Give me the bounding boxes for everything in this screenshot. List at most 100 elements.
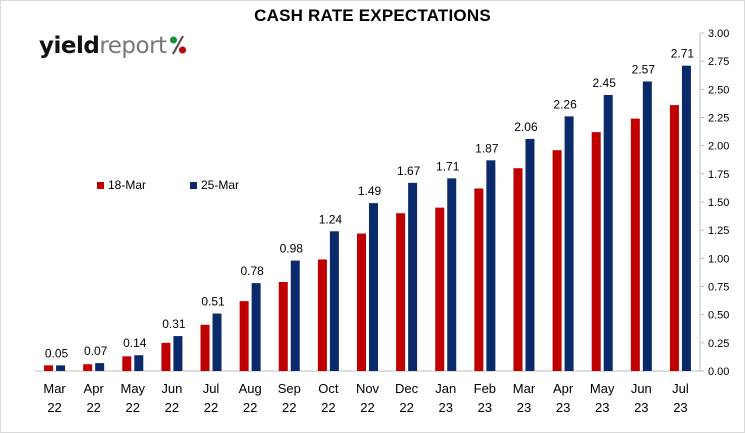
y-tick-label: 2.50 [708,84,729,96]
bar-25-Mar [251,283,261,371]
legend-label: 18-Mar [108,178,146,192]
bar-25-Mar [134,355,144,371]
bar-25-Mar [486,160,496,371]
x-tick-label: Aug [239,381,262,396]
data-label: 1.67 [397,164,421,178]
y-tick-label: 3.00 [708,28,729,40]
data-label: 2.06 [514,120,538,134]
bar-25-Mar [212,313,222,371]
legend-swatch-25-Mar [190,182,197,189]
x-tick-label-year: 23 [595,400,609,415]
x-tick-label: Feb [474,381,496,396]
x-tick-label: May [121,381,146,396]
y-tick-label: 0.25 [708,338,729,350]
bar-25-Mar [447,178,457,371]
bar-18-Mar [44,365,54,371]
bar-25-Mar [525,138,535,371]
bar-25-Mar [95,363,105,371]
bar-18-Mar [122,356,132,371]
bar-18-Mar [396,213,406,371]
x-tick-label: Nov [356,381,380,396]
x-tick-label-year: 23 [556,400,570,415]
bar-18-Mar [357,233,366,371]
y-tick-label: 0.75 [708,282,729,294]
data-label: 0.51 [201,295,225,309]
x-tick-label-year: 23 [673,400,687,415]
data-label: 2.45 [593,76,617,90]
data-label: 1.71 [436,159,460,173]
x-tick-label-year: 22 [204,400,218,415]
bar-25-Mar [56,365,66,371]
x-tick-label-year: 23 [478,400,492,415]
legend-swatch-18-Mar [97,182,104,189]
data-label: 2.71 [671,47,695,61]
data-label: 0.98 [280,242,304,256]
x-tick-label-year: 23 [439,400,453,415]
y-tick-label: 1.50 [708,197,729,209]
x-tick-label: May [590,381,615,396]
bar-18-Mar [83,364,93,371]
y-tick-label: 2.75 [708,56,729,68]
x-tick-label: Jun [161,381,182,396]
chart-title: CASH RATE EXPECTATIONS [254,6,491,25]
x-tick-label-year: 22 [399,400,413,415]
data-label: 2.57 [632,62,656,76]
y-tick-label: 2.00 [708,141,729,153]
bar-18-Mar [591,132,601,371]
yieldreport-logo: yieldreport [39,34,187,58]
bar-18-Mar [435,207,445,371]
x-tick-label-year: 22 [282,400,296,415]
bar-25-Mar [290,260,300,371]
x-tick-label: Oct [318,381,339,396]
x-tick-label: Jun [631,381,652,396]
x-tick-label-year: 22 [360,400,374,415]
bar-18-Mar [317,259,327,371]
data-label: 0.14 [123,336,147,350]
bar-25-Mar [173,336,183,371]
x-tick-label: Mar [43,381,66,396]
bar-25-Mar [603,94,613,371]
x-tick-label: Dec [395,381,419,396]
bar-25-Mar [408,182,418,371]
data-label: 1.24 [319,212,343,226]
x-tick-label-year: 22 [126,400,140,415]
bar-25-Mar [642,81,652,372]
bar-25-Mar [681,65,691,371]
x-tick-label-year: 23 [634,400,648,415]
x-tick-label-year: 22 [86,400,100,415]
logo-yield-text: yield [39,33,100,59]
bar-25-Mar [329,231,339,371]
data-label: 1.49 [358,184,382,198]
x-tick-label: Mar [513,381,536,396]
x-tick-label: Apr [553,381,574,396]
bar-18-Mar [161,342,171,371]
bar-18-Mar [474,188,484,371]
bar-18-Mar [513,168,523,371]
data-label: 1.87 [475,141,499,155]
y-tick-label: 1.25 [708,225,729,237]
x-tick-label: Apr [84,381,105,396]
x-tick-label-year: 22 [165,400,179,415]
logo-report-text: report [99,33,167,59]
y-tick-label: 0.50 [708,310,729,322]
data-label: 0.31 [162,317,186,331]
x-tick-label: Sep [278,381,301,396]
bar-25-Mar [369,203,378,371]
bar-25-Mar [564,116,574,371]
bar-18-Mar [630,118,640,371]
data-label: 0.78 [240,264,264,278]
y-tick-label: 0.00 [708,366,729,378]
y-tick-label: 2.25 [708,113,729,125]
percent-icon [169,34,187,56]
x-tick-label-year: 23 [517,400,531,415]
bar-18-Mar [669,105,679,372]
legend-label: 25-Mar [201,178,239,192]
bar-18-Mar [552,150,562,371]
data-label: 0.07 [84,344,108,358]
y-tick-label: 1.00 [708,253,729,265]
bar-18-Mar [239,301,249,371]
x-tick-label: Jan [435,381,456,396]
x-tick-label-year: 22 [321,400,335,415]
x-tick-label-year: 22 [47,400,61,415]
